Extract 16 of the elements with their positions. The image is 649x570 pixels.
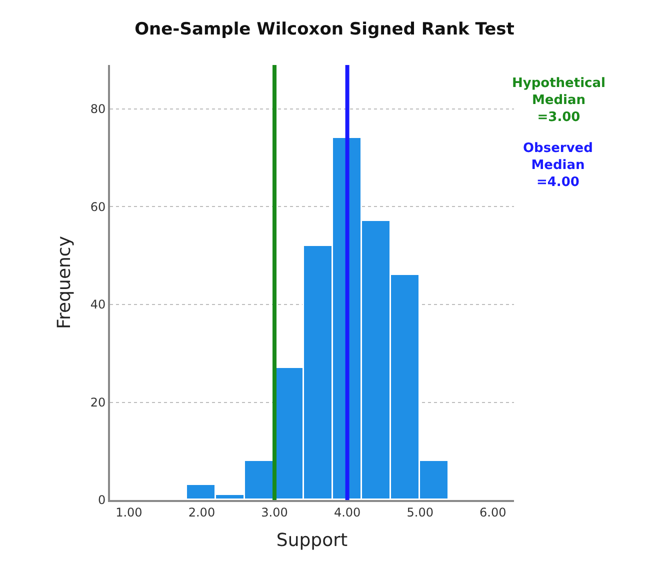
ref-line-label: Hypothetical Median =3.00	[512, 76, 606, 125]
chart-title: One-Sample Wilcoxon Signed Rank Test	[134, 20, 514, 40]
y-tick-label: 40	[90, 298, 106, 312]
y-tick-label: 0	[98, 493, 106, 508]
ref-line-label: Observed Median =4.00	[523, 141, 593, 190]
x-tick-label: 4.00	[334, 505, 361, 520]
x-tick-label: 6.00	[480, 505, 506, 520]
y-axis-title: Frequency	[54, 236, 76, 329]
x-tick-label: 5.00	[406, 505, 434, 520]
y-tick-label: 20	[90, 395, 106, 410]
x-tick-label: 2.00	[188, 505, 216, 520]
x-tick-label: 3.00	[261, 505, 288, 520]
y-tick-label: 80	[90, 102, 106, 116]
y-tick-label: 60	[90, 200, 106, 214]
x-tick-label: 1.00	[116, 505, 142, 520]
x-axis-title: Support	[276, 530, 348, 551]
